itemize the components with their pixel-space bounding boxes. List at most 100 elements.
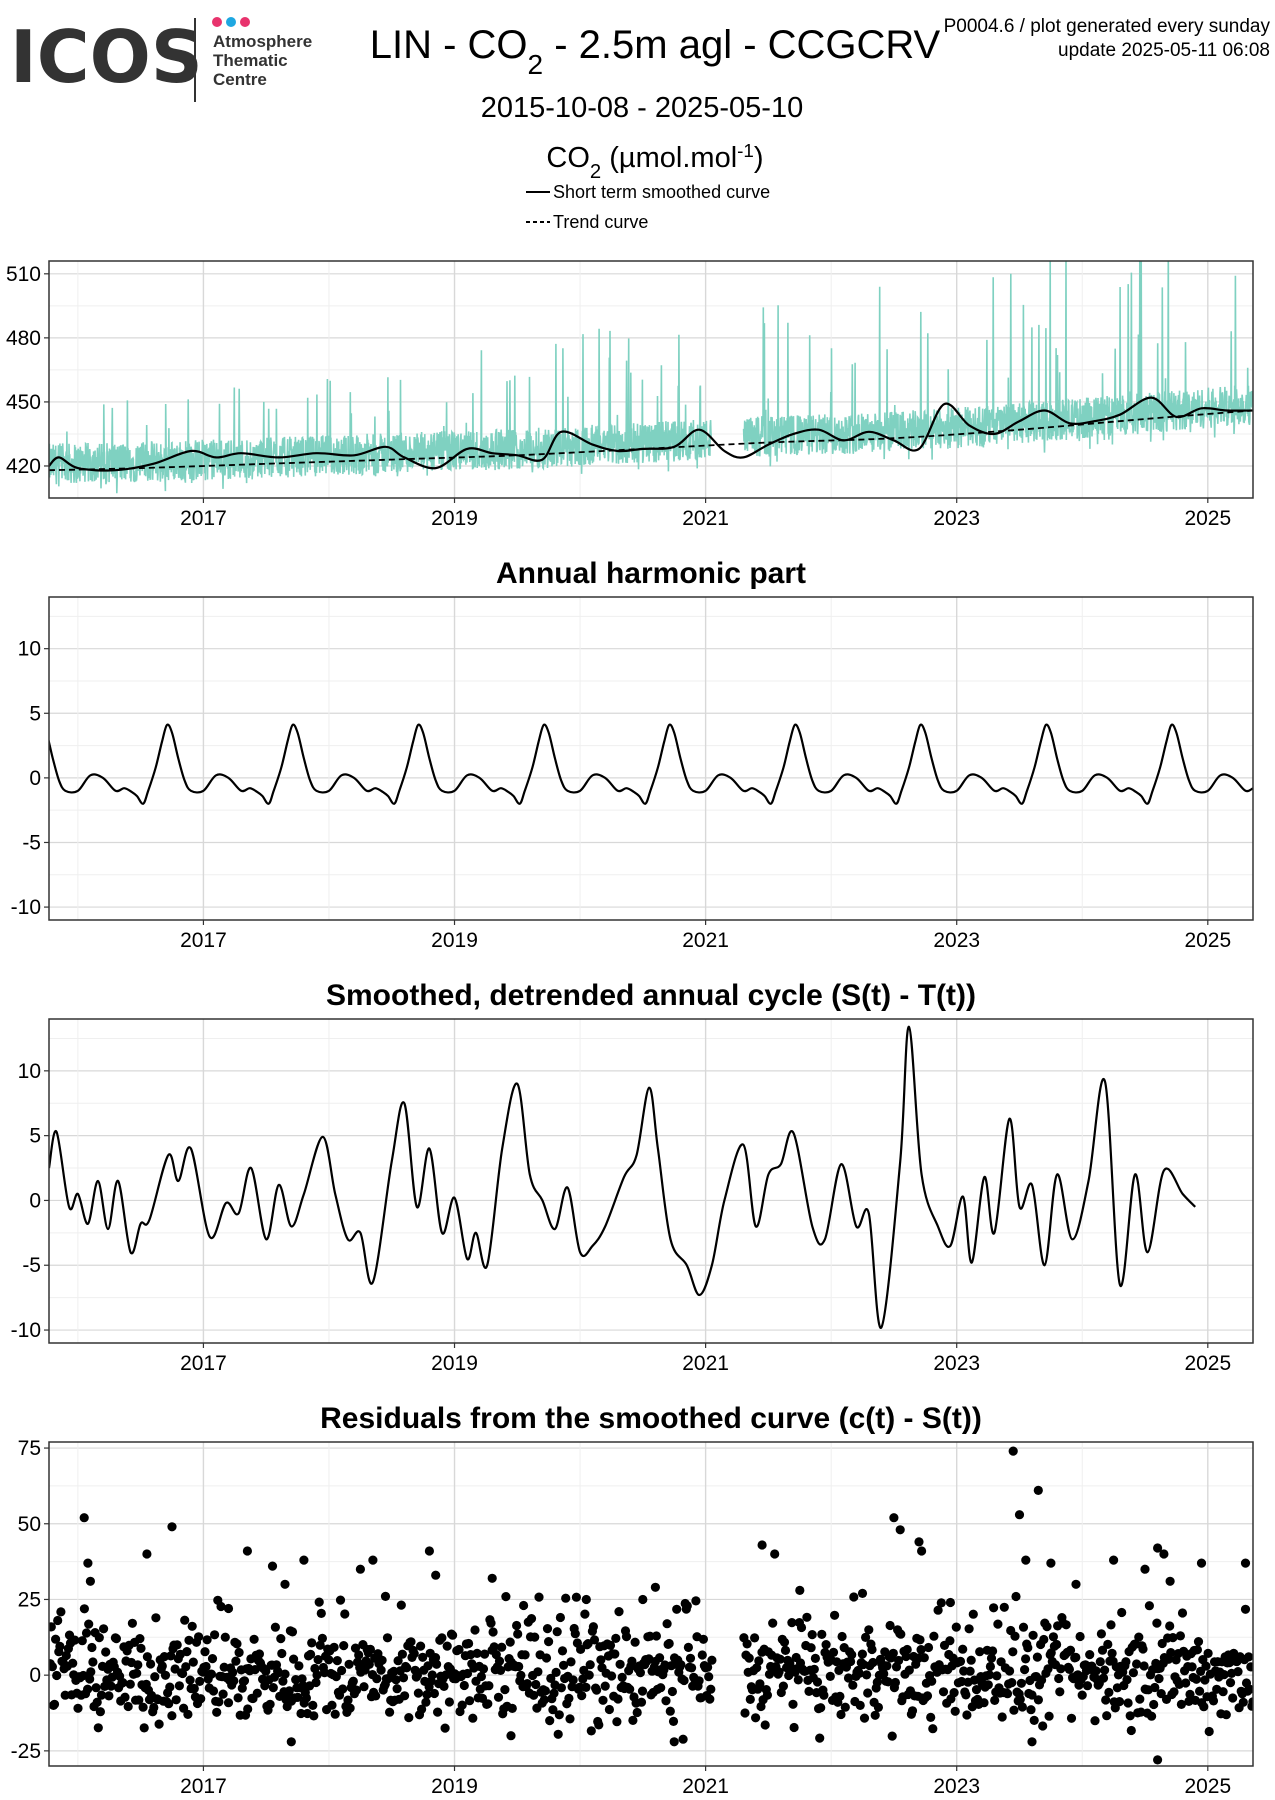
residual-point xyxy=(270,1622,280,1632)
residual-point xyxy=(848,1680,858,1690)
residual-point xyxy=(1095,1657,1105,1667)
residual-point xyxy=(417,1704,427,1714)
residual-outlier xyxy=(1153,1543,1163,1553)
residual-point xyxy=(232,1639,242,1649)
residual-point xyxy=(664,1638,674,1649)
residual-point xyxy=(1219,1670,1229,1680)
residual-point xyxy=(804,1686,814,1696)
residual-point xyxy=(1168,1633,1178,1643)
residual-point xyxy=(687,1663,697,1673)
residual-point xyxy=(983,1680,993,1690)
x-tick-label: 2017 xyxy=(180,1775,227,1798)
x-tick-label: 2023 xyxy=(933,507,980,530)
residual-point xyxy=(223,1698,234,1708)
residual-point xyxy=(1191,1674,1201,1684)
residual-point xyxy=(472,1648,482,1658)
residual-point xyxy=(762,1690,773,1700)
residual-point xyxy=(439,1681,449,1691)
y-tick-label: 50 xyxy=(18,1513,41,1536)
residual-point xyxy=(888,1648,898,1658)
residual-point xyxy=(559,1660,569,1670)
residual-point xyxy=(919,1653,929,1663)
residual-point xyxy=(171,1695,181,1705)
residual-point xyxy=(890,1677,901,1688)
residual-point xyxy=(343,1695,353,1705)
residual-point xyxy=(277,1648,287,1659)
residual-point xyxy=(49,1699,60,1709)
residual-point xyxy=(196,1694,206,1704)
residual-point xyxy=(79,1604,89,1614)
residual-point xyxy=(1042,1622,1052,1632)
residual-point xyxy=(83,1684,93,1694)
residual-point xyxy=(437,1633,447,1643)
residual-point xyxy=(1175,1631,1185,1641)
panel-title: Smoothed, detrended annual cycle (S(t) -… xyxy=(326,979,976,1012)
residual-point xyxy=(575,1682,585,1692)
residual-point xyxy=(416,1641,426,1651)
residual-point xyxy=(398,1673,409,1683)
residual-point xyxy=(780,1645,791,1655)
residual-point xyxy=(704,1672,714,1682)
residual-point xyxy=(1100,1665,1110,1675)
residual-point xyxy=(166,1651,176,1661)
residual-point xyxy=(1246,1662,1253,1672)
residual-point xyxy=(1218,1687,1228,1697)
residual-point xyxy=(594,1720,604,1730)
residual-outlier xyxy=(1021,1555,1031,1565)
meta-version: P0004.6 / plot generated every sunday xyxy=(944,16,1271,37)
residual-point xyxy=(993,1619,1003,1629)
y-tick-label: -5 xyxy=(22,1254,41,1277)
residual-point xyxy=(68,1658,78,1668)
residual-outlier xyxy=(1153,1755,1163,1765)
residual-point xyxy=(294,1661,304,1671)
residual-point xyxy=(1085,1650,1095,1660)
residual-point xyxy=(516,1670,526,1680)
residual-point xyxy=(229,1676,239,1686)
residual-point xyxy=(809,1664,819,1674)
panel-border xyxy=(48,1018,1254,1344)
date-range: 2015-10-08 - 2025-05-10 xyxy=(481,92,803,124)
residual-point xyxy=(409,1649,419,1659)
residual-point xyxy=(228,1667,238,1677)
residual-point xyxy=(301,1693,311,1703)
residual-point xyxy=(1077,1690,1087,1700)
residual-point xyxy=(965,1666,975,1676)
residual-point xyxy=(293,1692,303,1702)
residual-point xyxy=(187,1621,197,1631)
residual-point xyxy=(444,1697,454,1707)
residual-point xyxy=(1201,1661,1211,1671)
residual-point xyxy=(868,1657,878,1668)
residual-outlier xyxy=(1027,1737,1037,1747)
residual-point xyxy=(1152,1618,1162,1628)
residual-point xyxy=(815,1733,825,1743)
residual-point xyxy=(1181,1678,1191,1688)
residual-point xyxy=(561,1593,571,1603)
residual-point xyxy=(760,1720,770,1730)
residual-point xyxy=(1090,1716,1100,1726)
residual-point xyxy=(233,1693,243,1703)
residual-point xyxy=(330,1709,340,1719)
residual-outlier xyxy=(242,1546,252,1556)
residual-point xyxy=(483,1699,493,1709)
residual-point xyxy=(496,1665,506,1675)
smoothed-curve xyxy=(49,396,1253,472)
residual-point xyxy=(926,1712,936,1722)
residual-point xyxy=(231,1656,241,1666)
y-tick-label: 5 xyxy=(29,702,41,725)
panel-border xyxy=(48,1441,1254,1767)
residual-point xyxy=(589,1635,600,1645)
residual-point xyxy=(849,1592,859,1602)
residual-point xyxy=(185,1675,195,1685)
residual-point xyxy=(289,1654,299,1664)
residual-point xyxy=(825,1671,835,1681)
residual-point xyxy=(810,1653,821,1663)
residual-point xyxy=(210,1630,220,1640)
residual-point xyxy=(376,1665,386,1675)
residual-point xyxy=(484,1681,494,1691)
x-tick-label: 2019 xyxy=(431,507,478,530)
residual-outlier xyxy=(167,1522,177,1532)
residual-outlier xyxy=(1140,1564,1150,1574)
residual-point xyxy=(1193,1637,1204,1647)
residual-point xyxy=(706,1684,716,1694)
residual-point xyxy=(1103,1639,1113,1649)
